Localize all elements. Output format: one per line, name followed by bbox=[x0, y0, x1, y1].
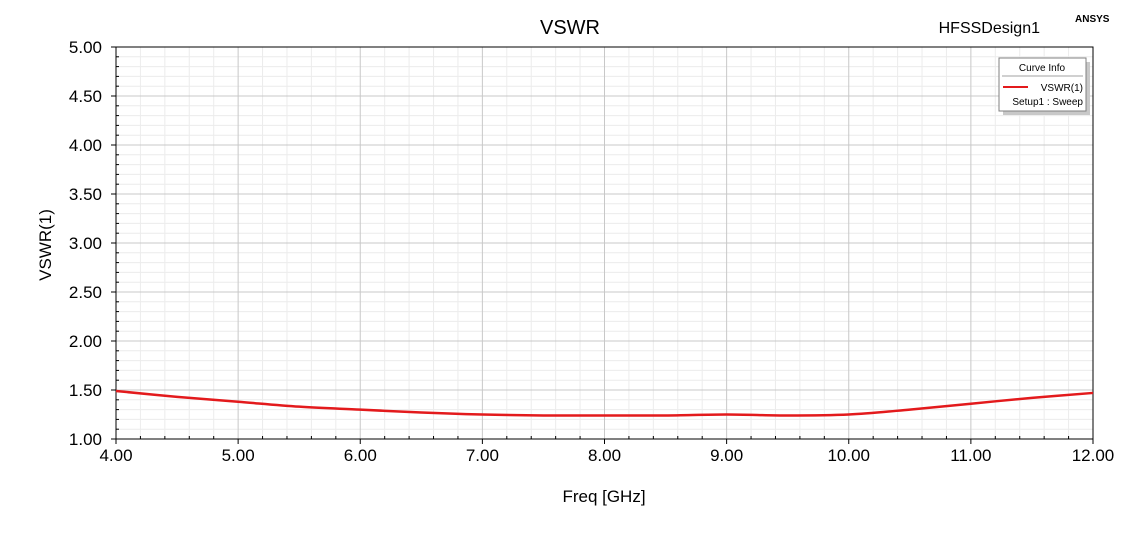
series-layer bbox=[115, 389, 1094, 417]
y-tick-label: 3.50 bbox=[69, 185, 102, 204]
x-tick-label: 5.00 bbox=[222, 446, 255, 465]
x-tick-label: 8.00 bbox=[588, 446, 621, 465]
y-tick-label: 1.00 bbox=[69, 430, 102, 449]
plot-area-border bbox=[115, 46, 1094, 440]
design-name: HFSSDesign1 bbox=[939, 20, 1040, 37]
x-tick-label: 6.00 bbox=[344, 446, 377, 465]
series-line-vswr bbox=[115, 389, 1094, 417]
y-tick-label: 2.00 bbox=[69, 332, 102, 351]
legend-box[interactable]: Curve Info VSWR(1) Setup1 : Sweep bbox=[998, 57, 1090, 115]
x-axis-label: Freq [GHz] bbox=[562, 487, 645, 506]
legend-title: Curve Info bbox=[1019, 63, 1066, 74]
y-axis-label: VSWR(1) bbox=[36, 209, 55, 281]
legend-series-name: VSWR(1) bbox=[1041, 83, 1083, 94]
chart-title: VSWR bbox=[540, 17, 600, 39]
legend-series-subtitle: Setup1 : Sweep bbox=[1012, 97, 1083, 108]
x-tick-label: 9.00 bbox=[710, 446, 743, 465]
major-grid bbox=[116, 47, 1093, 439]
x-tick-label: 12.00 bbox=[1072, 446, 1115, 465]
y-tick-label: 4.50 bbox=[69, 87, 102, 106]
y-tick-label: 4.00 bbox=[69, 136, 102, 155]
y-tick-label: 1.50 bbox=[69, 381, 102, 400]
ansys-brand: ANSYS bbox=[1075, 14, 1110, 25]
x-tick-label: 7.00 bbox=[466, 446, 499, 465]
y-tick-label: 3.00 bbox=[69, 234, 102, 253]
tick-labels: 4.00 5.00 6.00 7.00 8.00 9.00 10.00 11.00 12.00 1… bbox=[69, 38, 1114, 465]
y-tick-label: 2.50 bbox=[69, 283, 102, 302]
x-tick-label: 4.00 bbox=[99, 446, 132, 465]
x-tick-label: 11.00 bbox=[950, 446, 991, 465]
y-tick-label: 5.00 bbox=[69, 38, 102, 57]
x-tick-label: 10.00 bbox=[827, 446, 870, 465]
legend-panel bbox=[998, 57, 1087, 112]
